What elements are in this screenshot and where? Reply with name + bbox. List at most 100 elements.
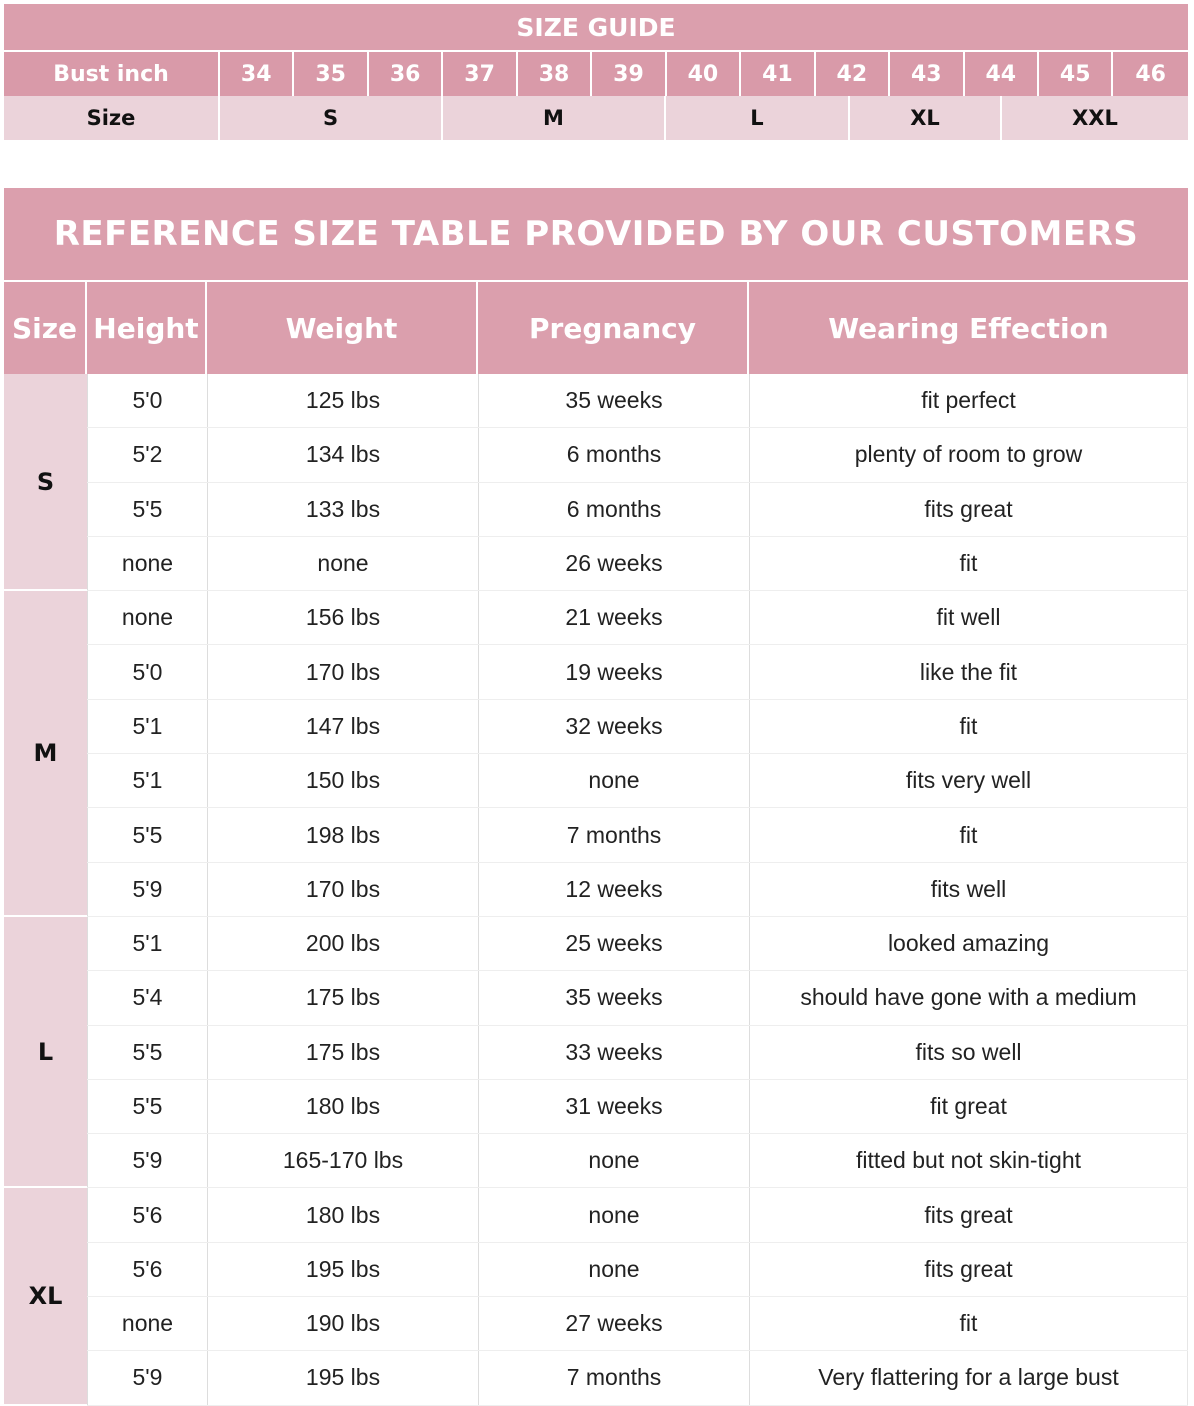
wearing-cell: fits great: [749, 482, 1188, 536]
bust-inch-label: Bust inch: [4, 52, 220, 96]
height-cell: 5'6: [87, 1242, 207, 1297]
wearing-cell: fits great: [749, 1188, 1188, 1242]
size-group-s: S 5'0 125 lbs 35 weeks fit perfect 5'2 1…: [4, 374, 1188, 592]
height-cell: 5'2: [87, 428, 207, 482]
weight-cell: 180 lbs: [207, 1188, 478, 1242]
header-pregnancy: Pregnancy: [478, 282, 749, 374]
bust-value: 36: [369, 52, 444, 96]
weight-cell: 165-170 lbs: [207, 1134, 478, 1188]
height-cell: 5'9: [87, 1134, 207, 1188]
table-row: 5'2 134 lbs 6 months plenty of room to g…: [87, 428, 1188, 483]
wearing-cell: fits very well: [749, 754, 1188, 808]
weight-cell: 147 lbs: [207, 699, 478, 754]
wearing-cell: should have gone with a medium: [749, 971, 1188, 1025]
table-row: 5'5 180 lbs 31 weeks fit great: [87, 1079, 1188, 1135]
wearing-cell: like the fit: [749, 645, 1188, 699]
group-size-label: XL: [4, 1188, 87, 1406]
size-group-l: L 5'1 200 lbs 25 weeks looked amazing 5'…: [4, 916, 1188, 1189]
pregnancy-cell: 7 months: [478, 1351, 749, 1405]
weight-cell: 134 lbs: [207, 428, 478, 482]
table-row: 5'1 150 lbs none fits very well: [87, 754, 1188, 809]
reference-table-title: REFERENCE SIZE TABLE PROVIDED BY OUR CUS…: [4, 188, 1188, 282]
wearing-cell: fits so well: [749, 1025, 1188, 1079]
bust-value: 42: [816, 52, 891, 96]
weight-cell: 175 lbs: [207, 1025, 478, 1079]
height-cell: 5'5: [87, 808, 207, 862]
height-cell: 5'0: [87, 645, 207, 699]
pregnancy-cell: none: [478, 754, 749, 808]
size-xxl: XXL: [1072, 106, 1118, 130]
height-cell: none: [87, 591, 207, 645]
table-row: 5'5 198 lbs 7 months fit: [87, 808, 1188, 863]
height-cell: none: [87, 1297, 207, 1351]
height-cell: 5'9: [87, 1351, 207, 1405]
height-cell: 5'9: [87, 862, 207, 916]
wearing-cell: fits well: [749, 862, 1188, 916]
table-row: 5'5 175 lbs 33 weeks fits so well: [87, 1025, 1188, 1080]
weight-cell: 190 lbs: [207, 1297, 478, 1351]
wearing-cell: plenty of room to grow: [749, 428, 1188, 482]
wearing-cell: fit: [749, 536, 1188, 591]
table-row: none none 26 weeks fit: [87, 536, 1188, 592]
table-row: 5'5 133 lbs 6 months fits great: [87, 482, 1188, 537]
wearing-cell: fit great: [749, 1079, 1188, 1134]
group-size-label: S: [4, 374, 87, 592]
size-row: Size S M L XL XXL: [4, 96, 1188, 140]
pregnancy-cell: 27 weeks: [478, 1297, 749, 1351]
table-row: 5'4 175 lbs 35 weeks should have gone wi…: [87, 971, 1188, 1026]
weight-cell: 195 lbs: [207, 1351, 478, 1405]
size-guide-table: SIZE GUIDE Bust inch 34 35 36 37 38 39 4…: [4, 4, 1188, 140]
bust-value: 45: [1039, 52, 1114, 96]
size-group-m: M none 156 lbs 21 weeks fit well 5'0 170…: [4, 591, 1188, 917]
wearing-cell: fit well: [749, 591, 1188, 645]
height-cell: 5'4: [87, 971, 207, 1025]
pregnancy-cell: none: [478, 1188, 749, 1242]
header-weight: Weight: [207, 282, 478, 374]
pregnancy-cell: 31 weeks: [478, 1079, 749, 1134]
bust-value: 41: [741, 52, 816, 96]
bust-value: 37: [443, 52, 518, 96]
height-cell: 5'6: [87, 1188, 207, 1242]
group-size-label: L: [4, 916, 87, 1189]
size-l: L: [666, 96, 850, 140]
table-row: 5'9 165-170 lbs none fitted but not skin…: [87, 1134, 1188, 1189]
pregnancy-cell: 35 weeks: [478, 374, 749, 428]
weight-cell: 125 lbs: [207, 374, 478, 428]
wearing-cell: fit: [749, 808, 1188, 862]
table-row: none 190 lbs 27 weeks fit: [87, 1297, 1188, 1352]
wearing-cell: looked amazing: [749, 916, 1188, 971]
header-wearing-effection: Wearing Effection: [828, 311, 1109, 345]
pregnancy-cell: 19 weeks: [478, 645, 749, 699]
pregnancy-cell: none: [478, 1134, 749, 1188]
bust-value: 43: [890, 52, 965, 96]
pregnancy-cell: 7 months: [478, 808, 749, 862]
height-cell: 5'5: [87, 1025, 207, 1079]
height-cell: 5'1: [87, 754, 207, 808]
pregnancy-cell: 26 weeks: [478, 536, 749, 591]
weight-cell: 150 lbs: [207, 754, 478, 808]
weight-cell: 195 lbs: [207, 1242, 478, 1297]
pregnancy-cell: 25 weeks: [478, 916, 749, 971]
bust-value: 39: [592, 52, 667, 96]
size-label: Size: [4, 96, 220, 140]
bust-value: 44: [965, 52, 1039, 96]
size-group-xl: XL 5'6 180 lbs none fits great 5'6 195 l…: [4, 1188, 1188, 1406]
wearing-cell: fit: [749, 699, 1188, 754]
bust-value: 46: [1135, 61, 1166, 87]
bust-value: 34: [220, 52, 295, 96]
height-cell: 5'1: [87, 916, 207, 971]
table-row: 5'1 200 lbs 25 weeks looked amazing: [87, 916, 1188, 972]
wearing-cell: fit perfect: [749, 374, 1188, 428]
weight-cell: 156 lbs: [207, 591, 478, 645]
weight-cell: 133 lbs: [207, 482, 478, 536]
bust-value: 38: [518, 52, 593, 96]
height-cell: 5'5: [87, 1079, 207, 1134]
table-row: 5'9 170 lbs 12 weeks fits well: [87, 862, 1188, 917]
size-m: M: [443, 96, 666, 140]
table-row: 5'0 170 lbs 19 weeks like the fit: [87, 645, 1188, 700]
pregnancy-cell: 12 weeks: [478, 862, 749, 916]
header-height: Height: [87, 282, 207, 374]
weight-cell: 200 lbs: [207, 916, 478, 971]
weight-cell: 198 lbs: [207, 808, 478, 862]
pregnancy-cell: 35 weeks: [478, 971, 749, 1025]
